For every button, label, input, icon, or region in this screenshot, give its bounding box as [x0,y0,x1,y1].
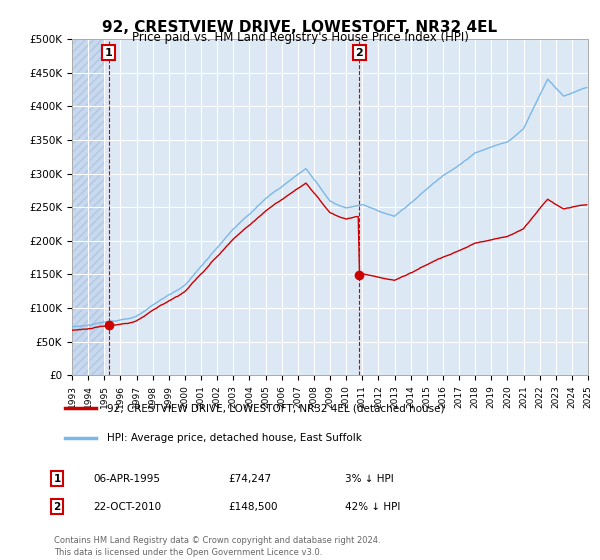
Text: £148,500: £148,500 [228,502,277,512]
Text: 2: 2 [355,48,363,58]
Text: 92, CRESTVIEW DRIVE, LOWESTOFT, NR32 4EL (detached house): 92, CRESTVIEW DRIVE, LOWESTOFT, NR32 4EL… [107,403,444,413]
Text: 1: 1 [105,48,112,58]
Bar [72,39,104,375]
Text: 06-APR-1995: 06-APR-1995 [93,474,160,484]
Text: 3% ↓ HPI: 3% ↓ HPI [345,474,394,484]
Text: Price paid vs. HM Land Registry's House Price Index (HPI): Price paid vs. HM Land Registry's House … [131,31,469,44]
Bar [72,39,104,375]
Text: 1: 1 [53,474,61,484]
Text: HPI: Average price, detached house, East Suffolk: HPI: Average price, detached house, East… [107,432,362,442]
Text: Contains HM Land Registry data © Crown copyright and database right 2024.
This d: Contains HM Land Registry data © Crown c… [54,536,380,557]
Text: 2: 2 [53,502,61,512]
Text: £74,247: £74,247 [228,474,271,484]
Text: 42% ↓ HPI: 42% ↓ HPI [345,502,400,512]
Text: 92, CRESTVIEW DRIVE, LOWESTOFT, NR32 4EL: 92, CRESTVIEW DRIVE, LOWESTOFT, NR32 4EL [103,20,497,35]
Text: 22-OCT-2010: 22-OCT-2010 [93,502,161,512]
